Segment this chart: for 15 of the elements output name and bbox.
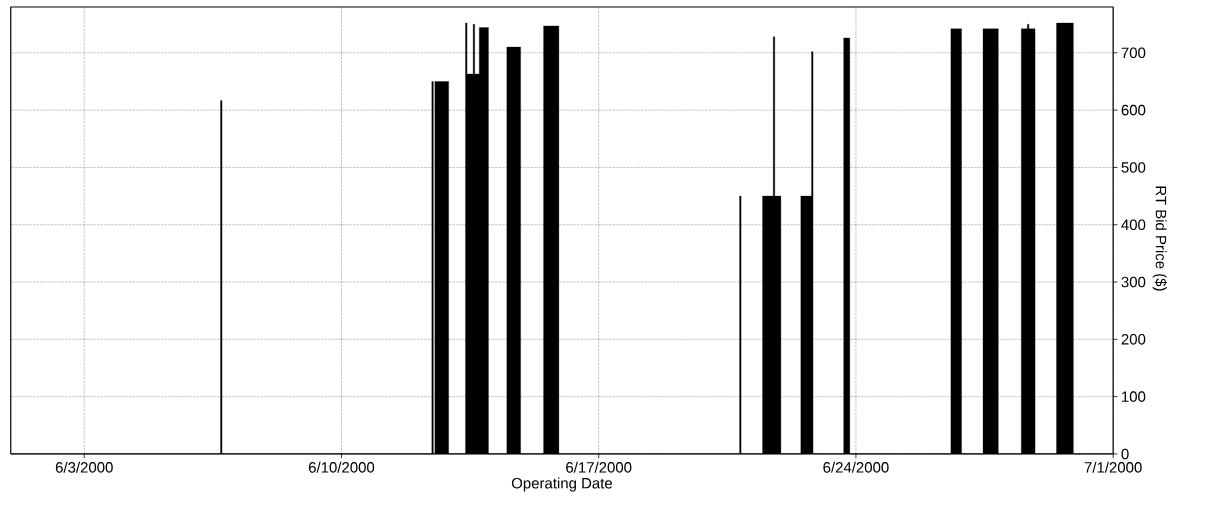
y-tick-label: 600: [1121, 104, 1146, 116]
y-tick-label: 400: [1121, 219, 1146, 231]
y-tick-label: 0: [1121, 448, 1129, 460]
y-axis-title: RT Bid Price ($): [1152, 186, 1167, 291]
y-tick-label: 700: [1121, 47, 1146, 59]
y-tick-label: 200: [1121, 334, 1146, 345]
x-tick-label: 7/1/2000: [1084, 461, 1142, 473]
x-tick-label: 6/24/2000: [823, 461, 889, 473]
x-tick-label: 6/10/2000: [308, 461, 375, 473]
x-tick-label: 6/3/2000: [55, 461, 113, 473]
y-tick-label: 300: [1121, 276, 1146, 288]
y-tick-label: 500: [1121, 162, 1146, 173]
y-tick-label: 100: [1122, 391, 1146, 403]
x-tick-label: 6/17/2000: [566, 461, 632, 473]
x-axis-title: Operating Date: [511, 477, 613, 492]
